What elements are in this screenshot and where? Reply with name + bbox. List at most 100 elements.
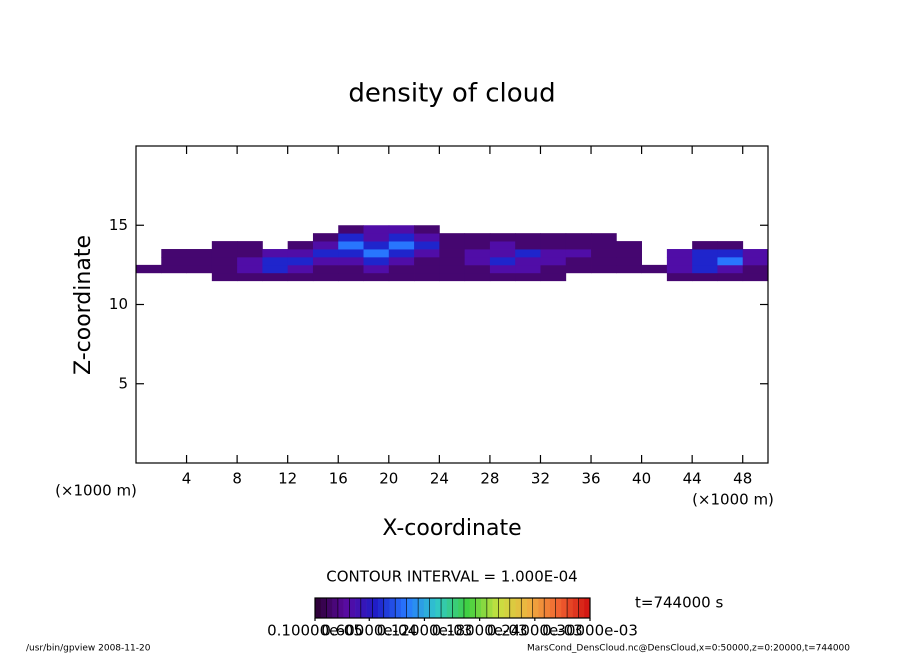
density-cell <box>616 241 642 250</box>
density-cell <box>287 256 314 266</box>
x-tick-label: 48 <box>733 470 752 488</box>
colorbar-segment <box>567 598 574 618</box>
density-cell <box>489 272 516 282</box>
density-cell <box>414 249 440 258</box>
density-cell <box>540 249 567 258</box>
density-cell <box>591 241 617 250</box>
x-tick-label: 20 <box>379 470 398 488</box>
density-cell <box>338 249 364 258</box>
density-cell <box>489 249 516 258</box>
footer-left: /usr/bin/gpview 2008-11-20 <box>26 644 151 654</box>
density-cell <box>489 264 516 274</box>
density-cell <box>742 249 769 258</box>
plot-frame <box>135 145 769 464</box>
colorbar-segment <box>463 598 470 618</box>
colorbar-segment <box>429 598 436 618</box>
x-tick-label: 44 <box>683 470 702 488</box>
x-unit: (×1000 m) <box>692 491 774 509</box>
density-cell <box>287 249 314 258</box>
density-cell <box>237 272 263 282</box>
colorbar-tick-label: 0.10000e-05 <box>267 622 363 640</box>
density-cell <box>692 241 718 250</box>
colorbar-segment <box>332 598 339 618</box>
colorbar-segment <box>515 598 522 618</box>
colorbar-segment <box>406 598 413 618</box>
density-cell <box>388 264 415 274</box>
colorbar-segment <box>549 598 556 618</box>
density-cell <box>742 256 769 266</box>
density-cell <box>338 264 364 274</box>
colorbar-segment <box>532 598 539 618</box>
colorbar-segment <box>366 598 373 618</box>
density-cell <box>414 241 440 250</box>
density-cell <box>515 233 541 242</box>
density-cell <box>565 241 592 250</box>
density-cell <box>717 241 744 250</box>
x-tick-label: 32 <box>531 470 550 488</box>
density-cell <box>540 264 567 274</box>
density-cell <box>338 233 364 242</box>
x-axis-label: X-coordinate <box>382 516 521 541</box>
density-cell <box>464 233 491 242</box>
y-axis-label: Z-coordinate <box>71 235 96 375</box>
density-cell <box>363 241 390 250</box>
density-cell <box>515 272 541 282</box>
y-tick-label: 15 <box>109 216 128 234</box>
colorbar-segment <box>349 598 356 618</box>
density-cell <box>439 264 466 274</box>
density-cell <box>591 233 617 242</box>
density-cell <box>237 241 263 250</box>
density-cell <box>363 264 390 274</box>
colorbar-segment <box>389 598 396 618</box>
density-cell <box>439 241 466 250</box>
density-cell <box>515 249 541 258</box>
colorbar-segment <box>526 598 534 618</box>
x-tick-label: 24 <box>430 470 449 488</box>
density-cell <box>489 256 516 266</box>
density-cell <box>692 249 718 258</box>
colorbar-segment <box>423 598 430 618</box>
colorbar-segment <box>555 598 562 618</box>
density-cell <box>262 272 289 282</box>
density-cell <box>717 249 744 258</box>
density-cell <box>439 233 466 242</box>
density-cell <box>363 256 390 266</box>
colorbar-segment <box>469 598 476 618</box>
density-cell <box>262 264 289 274</box>
density-cell <box>211 256 238 266</box>
x-tick-label: 8 <box>232 470 242 488</box>
density-cell <box>565 256 592 266</box>
colorbar-segment <box>446 598 453 618</box>
colorbar-segment <box>383 598 390 618</box>
density-cell <box>161 264 187 274</box>
colorbar-segment <box>561 598 568 618</box>
density-cell <box>136 264 162 274</box>
density-cell <box>616 256 642 266</box>
density-cell <box>388 225 415 234</box>
density-cell <box>338 241 364 250</box>
density-cell <box>591 256 617 266</box>
x-tick-label: 4 <box>182 470 192 488</box>
x-tick-label: 12 <box>278 470 297 488</box>
density-cell <box>414 225 440 234</box>
density-cell <box>565 233 592 242</box>
density-cell <box>591 249 617 258</box>
density-cell <box>540 241 567 250</box>
density-cell <box>237 264 263 274</box>
density-cell <box>237 249 263 258</box>
colorbar-segment <box>315 598 322 618</box>
colorbar-tick-label: 0.30000e-03 <box>542 622 638 640</box>
colorbar-segment <box>538 598 545 618</box>
density-cell <box>464 256 491 266</box>
density-cell <box>312 233 339 242</box>
colorbar-segment <box>395 598 402 618</box>
density-cell <box>439 272 466 282</box>
density-cell <box>211 272 238 282</box>
density-cell <box>363 272 390 282</box>
density-cell <box>666 249 693 258</box>
x-tick-label: 28 <box>480 470 499 488</box>
density-cell <box>515 256 541 266</box>
density-cell <box>666 264 693 274</box>
density-cell <box>439 249 466 258</box>
